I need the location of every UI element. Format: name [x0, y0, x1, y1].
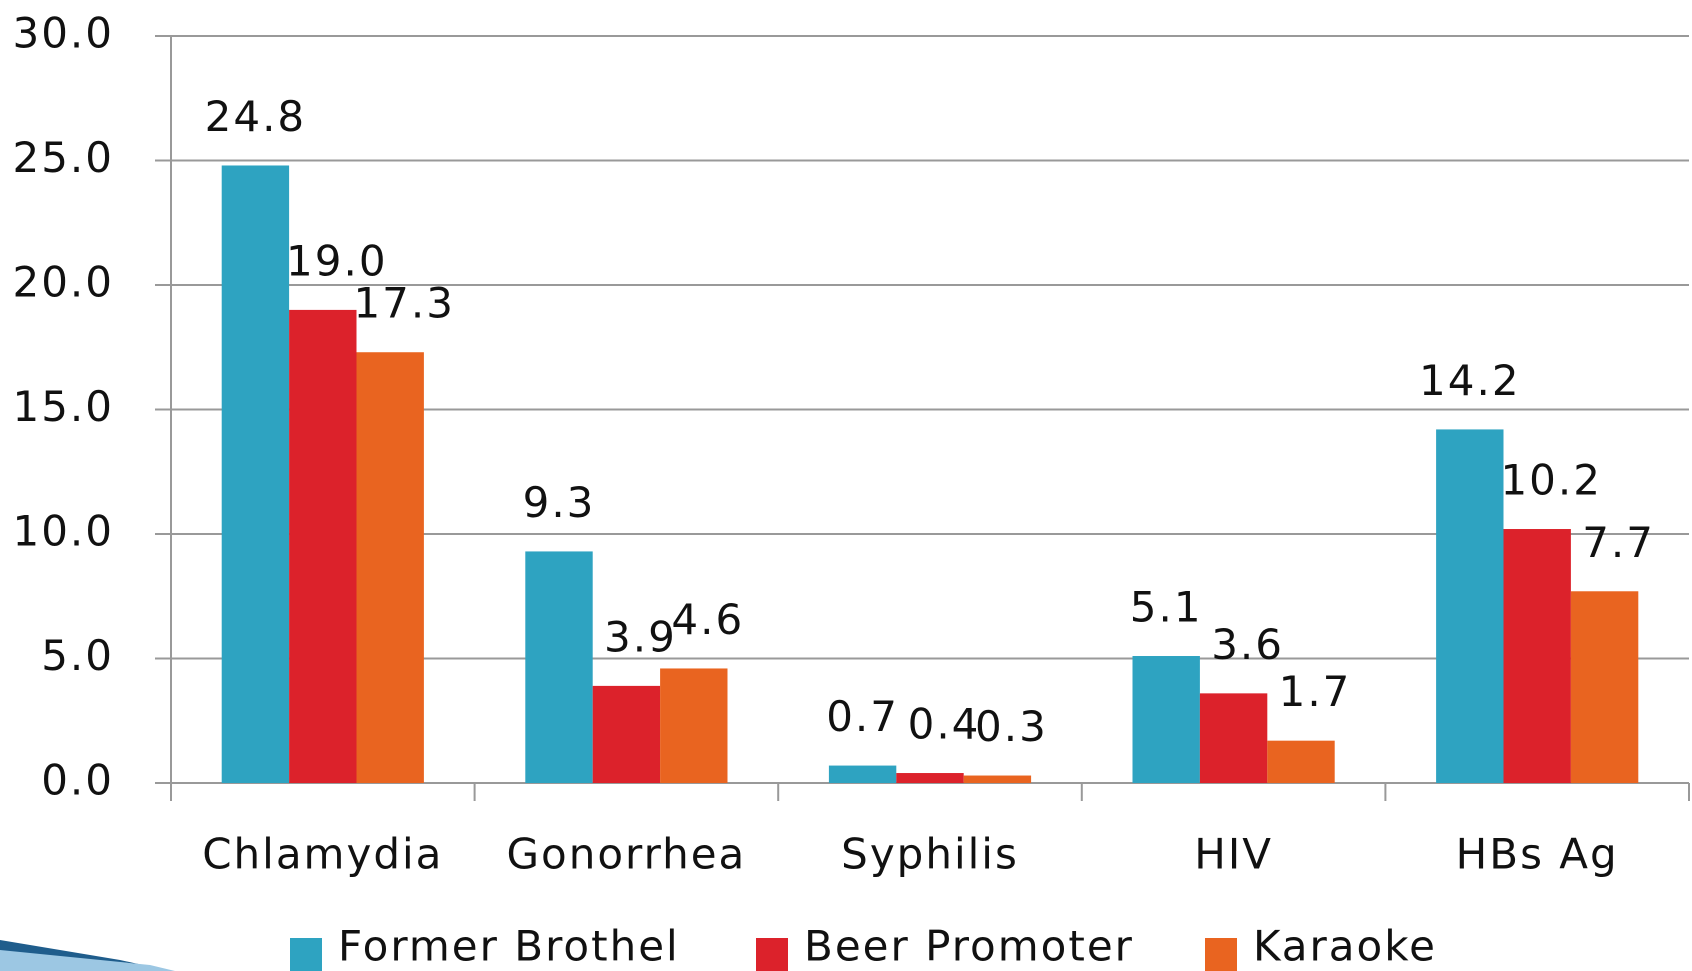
data-label: 3.9: [604, 612, 677, 661]
bar: [896, 773, 964, 783]
data-label: 7.7: [1582, 518, 1655, 567]
bar: [289, 309, 357, 783]
y-tick-label: 10.0: [12, 507, 114, 556]
x-tick-label: Chlamydia: [202, 830, 443, 879]
x-tick-label: Gonorrhea: [506, 830, 746, 879]
decoration: [0, 950, 175, 971]
bar: [1199, 693, 1268, 783]
bar: [963, 775, 1032, 783]
data-label: 17.3: [353, 279, 455, 328]
bar: [660, 668, 728, 783]
bar: [1503, 529, 1571, 783]
data-label: 3.6: [1211, 620, 1284, 669]
bar: [356, 352, 424, 783]
y-tick-label: 0.0: [41, 756, 114, 805]
data-label: 5.1: [1130, 583, 1203, 632]
legend-label: Beer Promoter: [804, 922, 1134, 971]
x-tick-label: HBs Ag: [1456, 830, 1619, 879]
bar: [221, 165, 290, 784]
data-label: 10.2: [1500, 456, 1602, 505]
bar: [1132, 656, 1200, 783]
bar: [1267, 740, 1335, 783]
data-label: 0.7: [826, 692, 899, 741]
bar: [525, 551, 593, 783]
bar: [828, 765, 897, 783]
legend-label: Karaoke: [1253, 922, 1437, 971]
data-label: 4.6: [671, 595, 744, 644]
x-tick-label: HIV: [1194, 830, 1273, 879]
legend-label: Former Brothel: [338, 922, 680, 971]
y-tick-label: 15.0: [12, 382, 114, 431]
bar: [1570, 591, 1639, 783]
data-label: 1.7: [1279, 667, 1352, 716]
y-tick-label: 25.0: [12, 133, 114, 182]
data-label: 9.3: [523, 478, 596, 527]
legend-swatch: [756, 938, 788, 971]
data-label: 0.3: [975, 702, 1048, 751]
y-tick-label: 5.0: [41, 631, 114, 680]
legend-swatch: [290, 938, 322, 971]
data-label: 19.0: [286, 236, 388, 285]
bar: [1436, 429, 1504, 783]
legend-swatch: [1205, 938, 1237, 971]
bar: [592, 685, 661, 783]
data-label: 24.8: [205, 92, 307, 141]
x-tick-label: Syphilis: [841, 830, 1019, 879]
data-label: 0.4: [908, 700, 981, 749]
y-tick-label: 20.0: [12, 258, 114, 307]
data-label: 14.2: [1419, 356, 1521, 405]
y-tick-label: 30.0: [12, 9, 114, 58]
